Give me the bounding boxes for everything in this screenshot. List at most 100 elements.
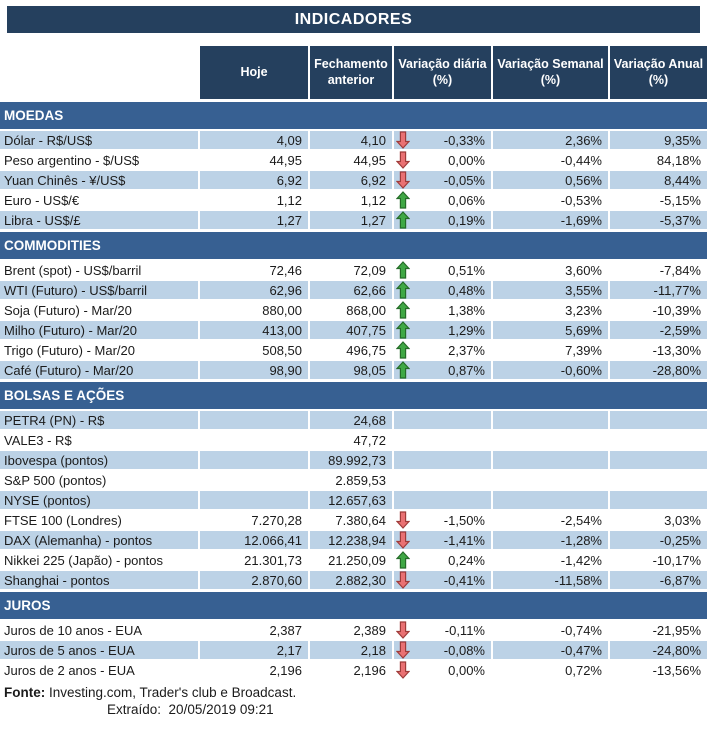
- cell-fechamento: 868,00: [310, 301, 394, 319]
- cell-fechamento: 4,10: [310, 131, 394, 149]
- row-label: WTI (Futuro) - US$/barril: [0, 281, 200, 299]
- cell-fechamento: 62,66: [310, 281, 394, 299]
- table-row: Libra - US$/£ 1,27 1,27 0,19% -1,69% -5,…: [0, 211, 707, 229]
- cell-hoje: 12.066,41: [200, 531, 310, 549]
- var-diaria-value: -0,05%: [443, 172, 485, 188]
- title-bar: INDICADORES: [7, 6, 700, 33]
- cell-hoje: 2,17: [200, 641, 310, 659]
- cell-hoje: [200, 471, 310, 489]
- cell-hoje: 62,96: [200, 281, 310, 299]
- row-label: Trigo (Futuro) - Mar/20: [0, 341, 200, 359]
- cell-fechamento: 12.238,94: [310, 531, 394, 549]
- var-diaria-value: 0,06%: [448, 192, 485, 208]
- var-diaria-value: 0,48%: [448, 282, 485, 298]
- section-header-commodities: COMMODITIES: [0, 232, 707, 259]
- cell-hoje: 880,00: [200, 301, 310, 319]
- row-label: Juros de 2 anos - EUA: [0, 661, 200, 679]
- cell-fechamento: 2,196: [310, 661, 394, 679]
- footer: Fonte: Investing.com, Trader's club e Br…: [0, 684, 707, 718]
- cell-var-diaria: -0,11%: [394, 621, 493, 639]
- var-diaria-value: 2,37%: [448, 342, 485, 358]
- cell-hoje: 21.301,73: [200, 551, 310, 569]
- cell-var-diaria: 0,51%: [394, 261, 493, 279]
- cell-fechamento: 2.859,53: [310, 471, 394, 489]
- cell-var-semanal: -11,58%: [493, 571, 610, 589]
- cell-fechamento: 1,27: [310, 211, 394, 229]
- cell-hoje: 1,12: [200, 191, 310, 209]
- cell-fechamento: 1,12: [310, 191, 394, 209]
- cell-var-semanal: 7,39%: [493, 341, 610, 359]
- var-diaria-value: 0,00%: [448, 662, 485, 678]
- column-header-variacao-anual: Variação Anual (%): [610, 46, 707, 99]
- cell-fechamento: 2,389: [310, 621, 394, 639]
- cell-var-semanal: -2,54%: [493, 511, 610, 529]
- cell-hoje: 44,95: [200, 151, 310, 169]
- cell-fechamento: 98,05: [310, 361, 394, 379]
- cell-var-semanal: [493, 491, 610, 509]
- arrow-up-icon: [395, 551, 411, 569]
- column-header-variacao-diaria: Variação diária (%): [394, 46, 493, 99]
- cell-hoje: 4,09: [200, 131, 310, 149]
- cell-hoje: 2,196: [200, 661, 310, 679]
- cell-var-diaria: [394, 411, 493, 429]
- cell-hoje: 508,50: [200, 341, 310, 359]
- column-header-spacer: [0, 46, 200, 99]
- cell-var-diaria: -1,50%: [394, 511, 493, 529]
- column-header-variacao-semanal: Variação Semanal (%): [493, 46, 610, 99]
- var-diaria-value: 1,29%: [448, 322, 485, 338]
- cell-var-semanal: -0,74%: [493, 621, 610, 639]
- row-label: Café (Futuro) - Mar/20: [0, 361, 200, 379]
- var-diaria-value: -0,08%: [443, 642, 485, 658]
- cell-var-diaria: -1,41%: [394, 531, 493, 549]
- row-label: S&P 500 (pontos): [0, 471, 200, 489]
- arrow-down-icon: [395, 621, 411, 639]
- cell-fechamento: 24,68: [310, 411, 394, 429]
- table-row: Brent (spot) - US$/barril 72,46 72,09 0,…: [0, 261, 707, 279]
- cell-hoje: 2,387: [200, 621, 310, 639]
- cell-var-anual: -0,25%: [610, 531, 707, 549]
- var-diaria-value: -0,41%: [443, 572, 485, 588]
- column-header-fechamento-anterior: Fechamento anterior: [310, 46, 394, 99]
- row-label: Soja (Futuro) - Mar/20: [0, 301, 200, 319]
- arrow-down-icon: [395, 151, 411, 169]
- arrow-down-icon: [395, 531, 411, 549]
- row-label: Yuan Chinês - ¥/US$: [0, 171, 200, 189]
- arrow-down-icon: [395, 641, 411, 659]
- row-label: Milho (Futuro) - Mar/20: [0, 321, 200, 339]
- row-label: Ibovespa (pontos): [0, 451, 200, 469]
- cell-var-diaria: 0,19%: [394, 211, 493, 229]
- cell-fechamento: 496,75: [310, 341, 394, 359]
- cell-var-semanal: -0,60%: [493, 361, 610, 379]
- row-label: FTSE 100 (Londres): [0, 511, 200, 529]
- footer-extracted-label: Extraído:: [107, 702, 162, 717]
- cell-var-diaria: 0,87%: [394, 361, 493, 379]
- var-diaria-value: -0,11%: [444, 622, 485, 638]
- cell-hoje: 1,27: [200, 211, 310, 229]
- arrow-up-icon: [395, 211, 411, 229]
- cell-var-semanal: -1,69%: [493, 211, 610, 229]
- cell-var-diaria: 1,38%: [394, 301, 493, 319]
- row-label: Euro - US$/€: [0, 191, 200, 209]
- page-title: INDICADORES: [294, 10, 413, 28]
- cell-var-anual: -5,37%: [610, 211, 707, 229]
- cell-var-diaria: 1,29%: [394, 321, 493, 339]
- cell-var-semanal: [493, 411, 610, 429]
- section-header-moedas: MOEDAS: [0, 102, 707, 129]
- row-label: Libra - US$/£: [0, 211, 200, 229]
- cell-fechamento: 2.882,30: [310, 571, 394, 589]
- cell-var-semanal: 0,56%: [493, 171, 610, 189]
- cell-var-diaria: 0,48%: [394, 281, 493, 299]
- cell-var-semanal: 3,60%: [493, 261, 610, 279]
- row-label: Brent (spot) - US$/barril: [0, 261, 200, 279]
- cell-fechamento: 44,95: [310, 151, 394, 169]
- cell-var-anual: -2,59%: [610, 321, 707, 339]
- row-label: Dólar - R$/US$: [0, 131, 200, 149]
- cell-hoje: [200, 451, 310, 469]
- footer-extracted: Extraído: 20/05/2019 09:21: [0, 701, 707, 718]
- cell-var-diaria: -0,33%: [394, 131, 493, 149]
- table-row: NYSE (pontos) 12.657,63: [0, 491, 707, 509]
- var-diaria-value: -1,41%: [443, 532, 485, 548]
- cell-fechamento: 2,18: [310, 641, 394, 659]
- row-label: Nikkei 225 (Japão) - pontos: [0, 551, 200, 569]
- arrow-up-icon: [395, 301, 411, 319]
